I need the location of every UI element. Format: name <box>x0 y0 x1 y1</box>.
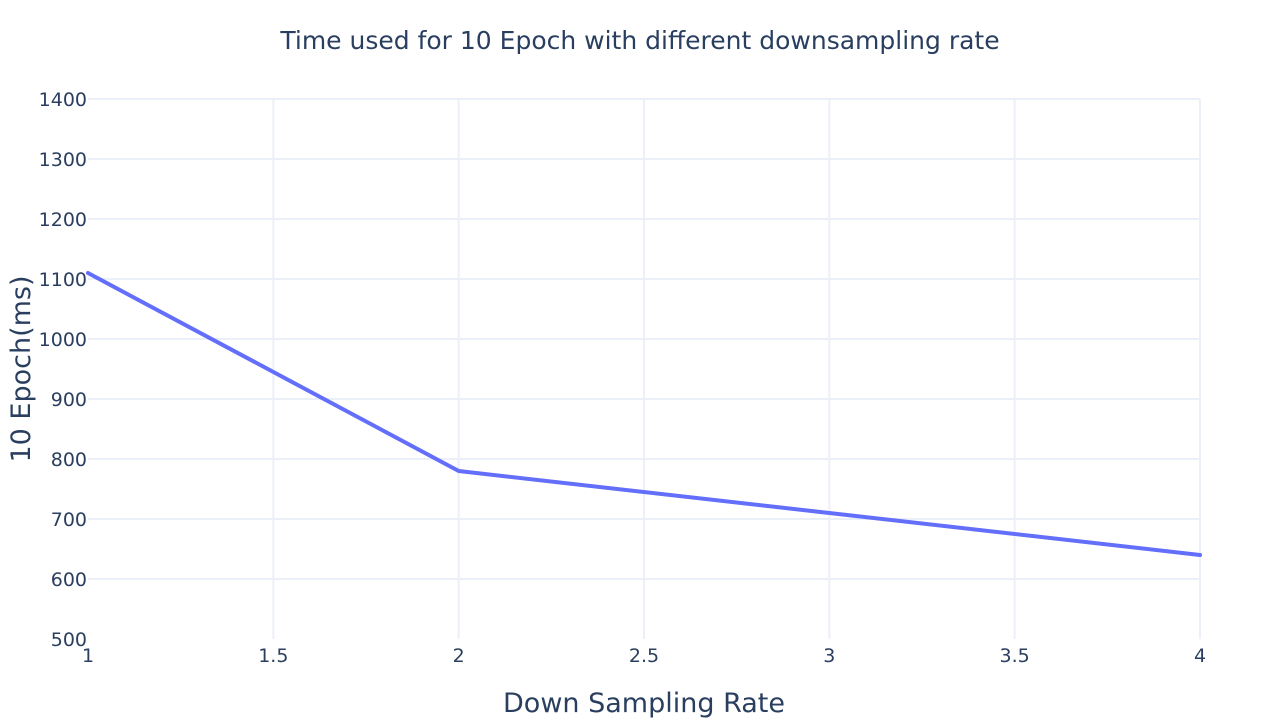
x-tick-label: 2.5 <box>629 645 659 667</box>
y-tick-label: 1400 <box>39 89 87 111</box>
x-tick-label: 2 <box>453 645 465 667</box>
y-tick-label: 600 <box>51 569 87 591</box>
y-tick-label: 1300 <box>39 149 87 171</box>
x-tick-label: 1.5 <box>258 645 288 667</box>
series-lines <box>86 271 1202 557</box>
y-tick-label: 500 <box>51 629 87 651</box>
grid-lines <box>88 98 1201 639</box>
chart-title: Time used for 10 Epoch with different do… <box>279 26 999 55</box>
x-axis-title: Down Sampling Rate <box>503 688 785 719</box>
x-axis-ticks: 1 1.5 2 2.5 3 3.5 4 <box>82 645 1206 667</box>
y-tick-label: 900 <box>51 389 87 411</box>
x-tick-label: 4 <box>1194 645 1206 667</box>
y-tick-label: 700 <box>51 509 87 531</box>
y-tick-label: 1100 <box>39 269 87 291</box>
x-tick-label: 3.5 <box>1000 645 1030 667</box>
y-tick-label: 1200 <box>39 209 87 231</box>
x-tick-label: 3 <box>823 645 835 667</box>
y-tick-label: 800 <box>51 449 87 471</box>
x-tick-label: 1 <box>82 645 94 667</box>
y-tick-label: 1000 <box>39 329 87 351</box>
y-axis-ticks: 500 600 700 800 900 1000 1100 1200 1300 1400 <box>39 89 87 651</box>
series-line-0 <box>86 271 1202 557</box>
y-axis-title: 10 Epoch(ms) <box>6 275 37 462</box>
